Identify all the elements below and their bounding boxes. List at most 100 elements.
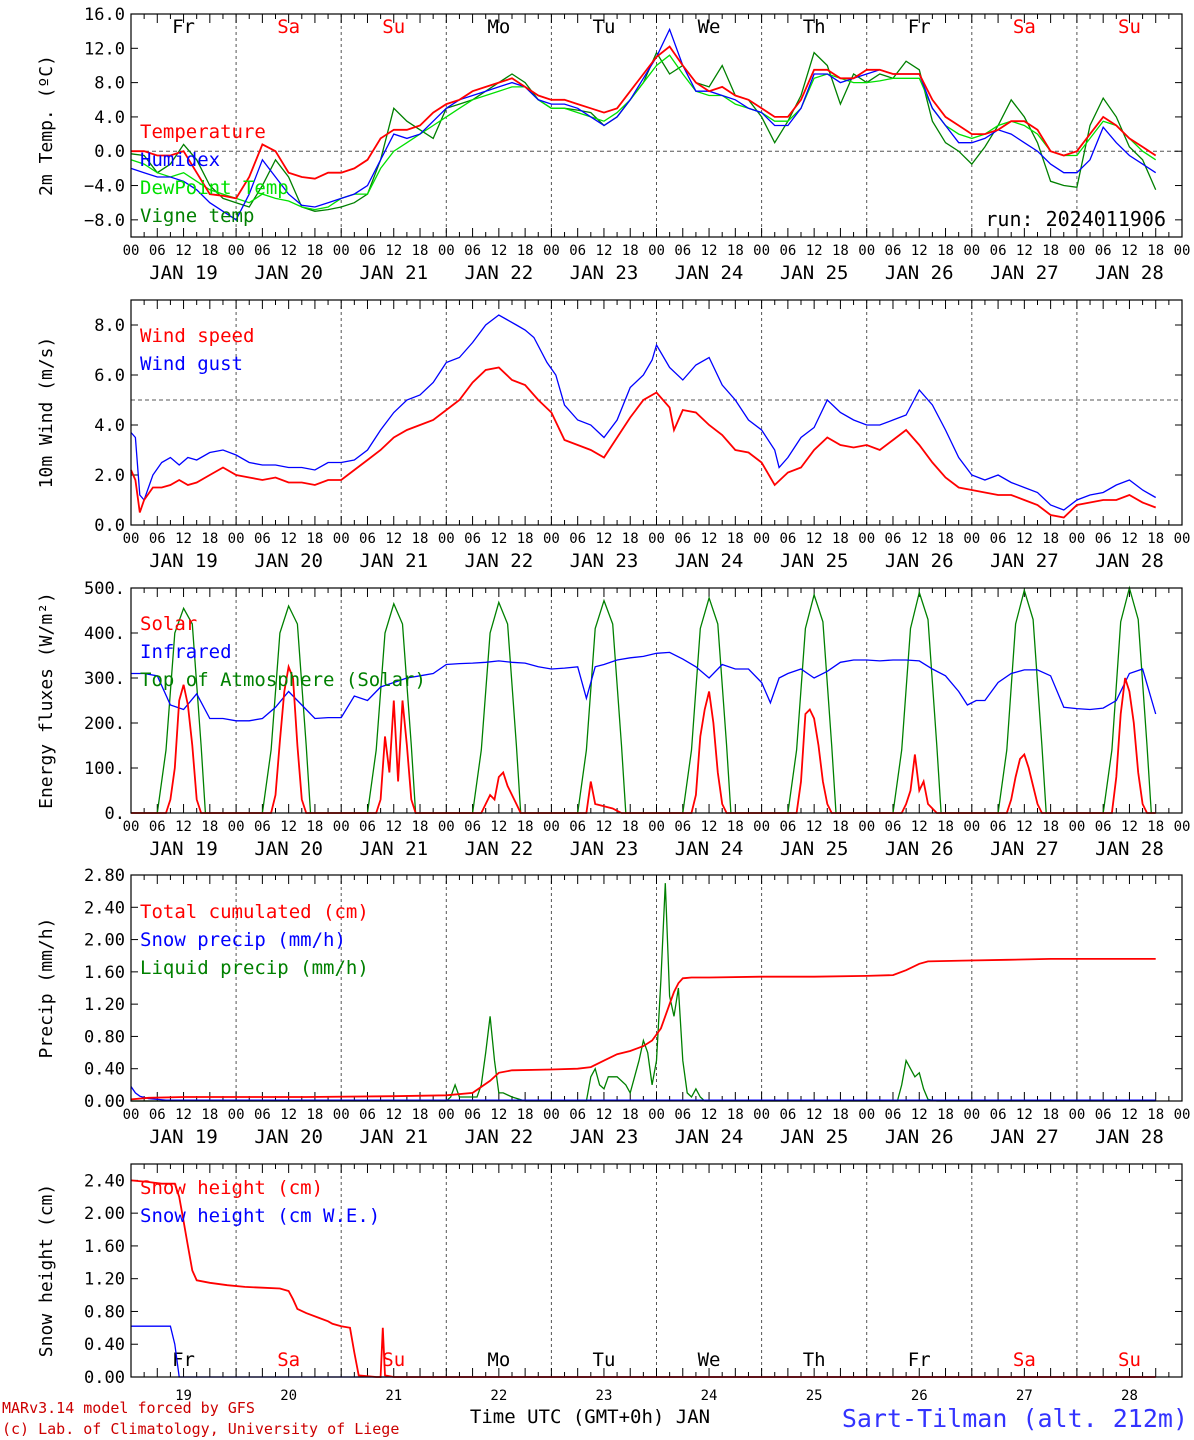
weekday-label: We <box>698 16 721 38</box>
x-hour-label: 06 <box>990 243 1007 259</box>
y-tick-label: 8.0 <box>94 316 125 336</box>
legend-entry: Liquid precip (mm/h) <box>140 957 369 979</box>
x-hour-label: 12 <box>1016 531 1033 547</box>
station-label: Sart-Tilman (alt. 212m) <box>842 1404 1188 1433</box>
x-hour-label: 12 <box>911 819 928 835</box>
weekday-label: Su <box>382 16 405 38</box>
weekday-label: Su <box>1118 16 1141 38</box>
x-hour-label: 18 <box>622 1107 639 1123</box>
chart-panel-2: 8.0 6.0 4.0 2.0 0.0 10m Wind (m/s) 00 06 12 18 00 0… <box>36 299 1190 572</box>
x-hour-label: 06 <box>464 819 481 835</box>
x-hour-label: 00 <box>543 531 560 547</box>
y-axis-label: Precip (mm/h) <box>36 918 57 1059</box>
x-hour-label: 12 <box>701 531 718 547</box>
x-hour-label: 18 <box>1042 243 1059 259</box>
x-hour-label: 06 <box>254 531 271 547</box>
y-tick-label: 2.00 <box>84 1204 125 1224</box>
y-tick-label: 0.80 <box>84 1302 125 1322</box>
x-hour-label: 06 <box>990 819 1007 835</box>
x-date-label: JAN 23 <box>570 262 639 284</box>
x-date-label: JAN 22 <box>465 550 534 572</box>
x-hour-label: 00 <box>648 819 665 835</box>
x-hour-label: 18 <box>937 1107 954 1123</box>
x-day-number: 28 <box>1121 1388 1138 1404</box>
y-tick-label: 8.0 <box>94 74 125 94</box>
x-hour-label: 12 <box>175 243 192 259</box>
weekday-label: Mo <box>487 16 510 38</box>
plot-frame <box>130 874 1183 1102</box>
x-date-label: JAN 19 <box>149 262 218 284</box>
x-hour-label: 00 <box>228 531 245 547</box>
weekday-label: We <box>698 1349 721 1371</box>
x-hour-label: 06 <box>674 1107 691 1123</box>
x-date-label: JAN 24 <box>675 1126 744 1148</box>
x-hour-label: 06 <box>359 819 376 835</box>
y-tick-label: 2.0 <box>94 466 125 486</box>
x-hour-label: 06 <box>569 243 586 259</box>
x-hour-label: 00 <box>648 531 665 547</box>
x-hour-label: 12 <box>701 1107 718 1123</box>
weekday-label: Th <box>803 1349 826 1371</box>
x-date-label: JAN 26 <box>885 1126 954 1148</box>
x-hour-label: 18 <box>622 531 639 547</box>
weekday-label: Fr <box>172 16 195 38</box>
x-hour-label: 06 <box>254 243 271 259</box>
x-hour-label: 00 <box>1068 243 1085 259</box>
x-hour-label: 00 <box>1068 531 1085 547</box>
x-hour-label: 18 <box>1042 531 1059 547</box>
x-date-label: JAN 20 <box>254 550 323 572</box>
y-tick-label: −4.0 <box>84 177 125 197</box>
series-total-cumulated-cm <box>130 958 1156 1101</box>
x-hour-label: 18 <box>727 531 744 547</box>
y-tick-label: 0.00 <box>84 1092 125 1112</box>
x-hour-label: 06 <box>1095 1107 1112 1123</box>
x-hour-label: 18 <box>412 243 429 259</box>
x-date-label: JAN 23 <box>570 1126 639 1148</box>
x-hour-label: 00 <box>1174 243 1191 259</box>
x-hour-label: 00 <box>648 1107 665 1123</box>
weekday-label: Tu <box>593 1349 616 1371</box>
plot-frame <box>130 299 1183 526</box>
x-hour-label: 00 <box>963 243 980 259</box>
x-hour-label: 06 <box>254 819 271 835</box>
x-hour-label: 18 <box>517 531 534 547</box>
y-tick-label: 0.40 <box>84 1060 125 1080</box>
series-liquid-precip-mm-h <box>131 883 1156 1102</box>
x-hour-label: 18 <box>201 1107 218 1123</box>
x-hour-label: 12 <box>175 1107 192 1123</box>
x-hour-label: 18 <box>201 531 218 547</box>
weekday-label: Su <box>1118 1349 1141 1371</box>
y-tick-label: 500. <box>84 579 125 599</box>
weekday-label: Sa <box>277 16 300 38</box>
plot-frame <box>130 13 1183 238</box>
legend-entry: Solar <box>140 613 197 635</box>
y-tick-label: 1.20 <box>84 1270 125 1290</box>
x-hour-label: 12 <box>280 531 297 547</box>
x-hour-label: 18 <box>832 1107 849 1123</box>
x-hour-label: 06 <box>674 243 691 259</box>
x-hour-label: 06 <box>885 1107 902 1123</box>
x-date-label: JAN 27 <box>990 1126 1059 1148</box>
x-hour-label: 12 <box>385 819 402 835</box>
x-hour-label: 18 <box>201 819 218 835</box>
x-hour-label: 06 <box>885 531 902 547</box>
y-axis-label: 10m Wind (m/s) <box>36 337 57 489</box>
x-hour-label: 18 <box>832 819 849 835</box>
x-hour-label: 18 <box>412 819 429 835</box>
plot-frame <box>130 587 1183 814</box>
x-date-label: JAN 25 <box>780 1126 849 1148</box>
x-hour-label: 18 <box>622 243 639 259</box>
x-date-label: JAN 22 <box>465 838 534 860</box>
x-hour-label: 06 <box>149 819 166 835</box>
x-hour-label: 00 <box>963 819 980 835</box>
x-hour-label: 12 <box>385 531 402 547</box>
chart-panel-3: 500. 400. 300. 200. 100. 0. Energy fluxes (W/m… <box>36 579 1190 860</box>
x-date-label: JAN 28 <box>1095 262 1164 284</box>
x-hour-label: 00 <box>438 531 455 547</box>
x-hour-label: 12 <box>1016 243 1033 259</box>
x-date-label: JAN 27 <box>990 838 1059 860</box>
x-hour-label: 12 <box>701 243 718 259</box>
x-hour-label: 00 <box>333 819 350 835</box>
x-hour-label: 12 <box>490 531 507 547</box>
x-hour-label: 00 <box>963 531 980 547</box>
